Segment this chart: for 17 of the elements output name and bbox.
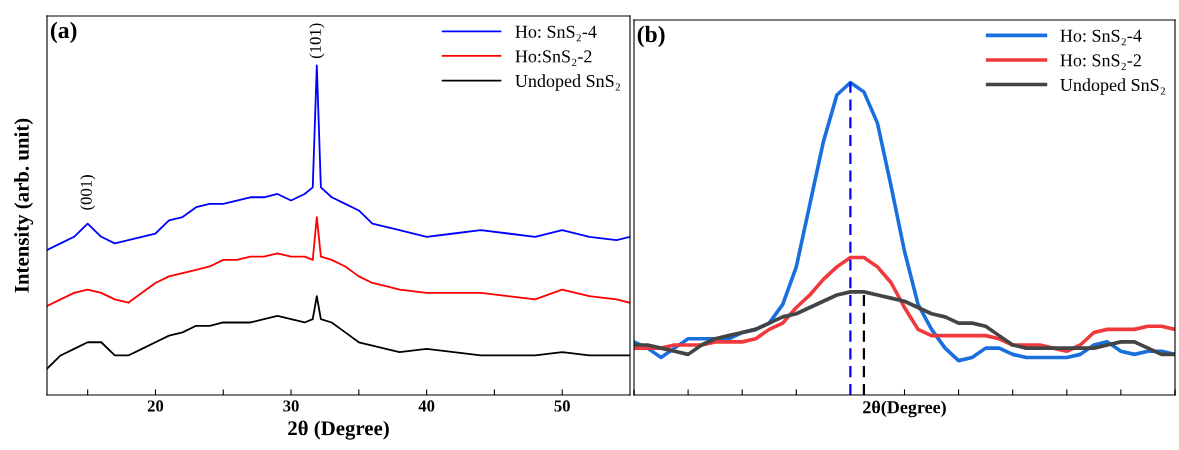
x-axis-title: 2θ(Degree) <box>863 400 946 418</box>
x-tick-label: 30 <box>283 400 299 412</box>
y-axis-title: Intensity (arb. unit) <box>14 118 34 293</box>
x-tick-label: 20 <box>147 400 164 412</box>
x-tick-label: 40 <box>418 400 435 412</box>
text: (b) <box>637 25 665 48</box>
x-axis-title: 2θ (Degree) <box>288 420 389 440</box>
x-tick-label: 50 <box>554 400 570 412</box>
legend-label: Undoped SnS₂ <box>515 74 620 91</box>
legend-label: Ho: SnS₂-4 <box>515 25 597 42</box>
text: (a) <box>50 21 77 44</box>
legend-label: Undoped SnS₂ <box>1060 78 1165 95</box>
legend-label: Ho: SnS₂-4 <box>1060 29 1142 46</box>
legend-label: Ho:SnS₂-2 <box>515 50 592 66</box>
legend-label: Ho: SnS₂-2 <box>1060 54 1141 70</box>
text: (101) <box>309 23 325 59</box>
annotation: (001) <box>80 175 96 210</box>
